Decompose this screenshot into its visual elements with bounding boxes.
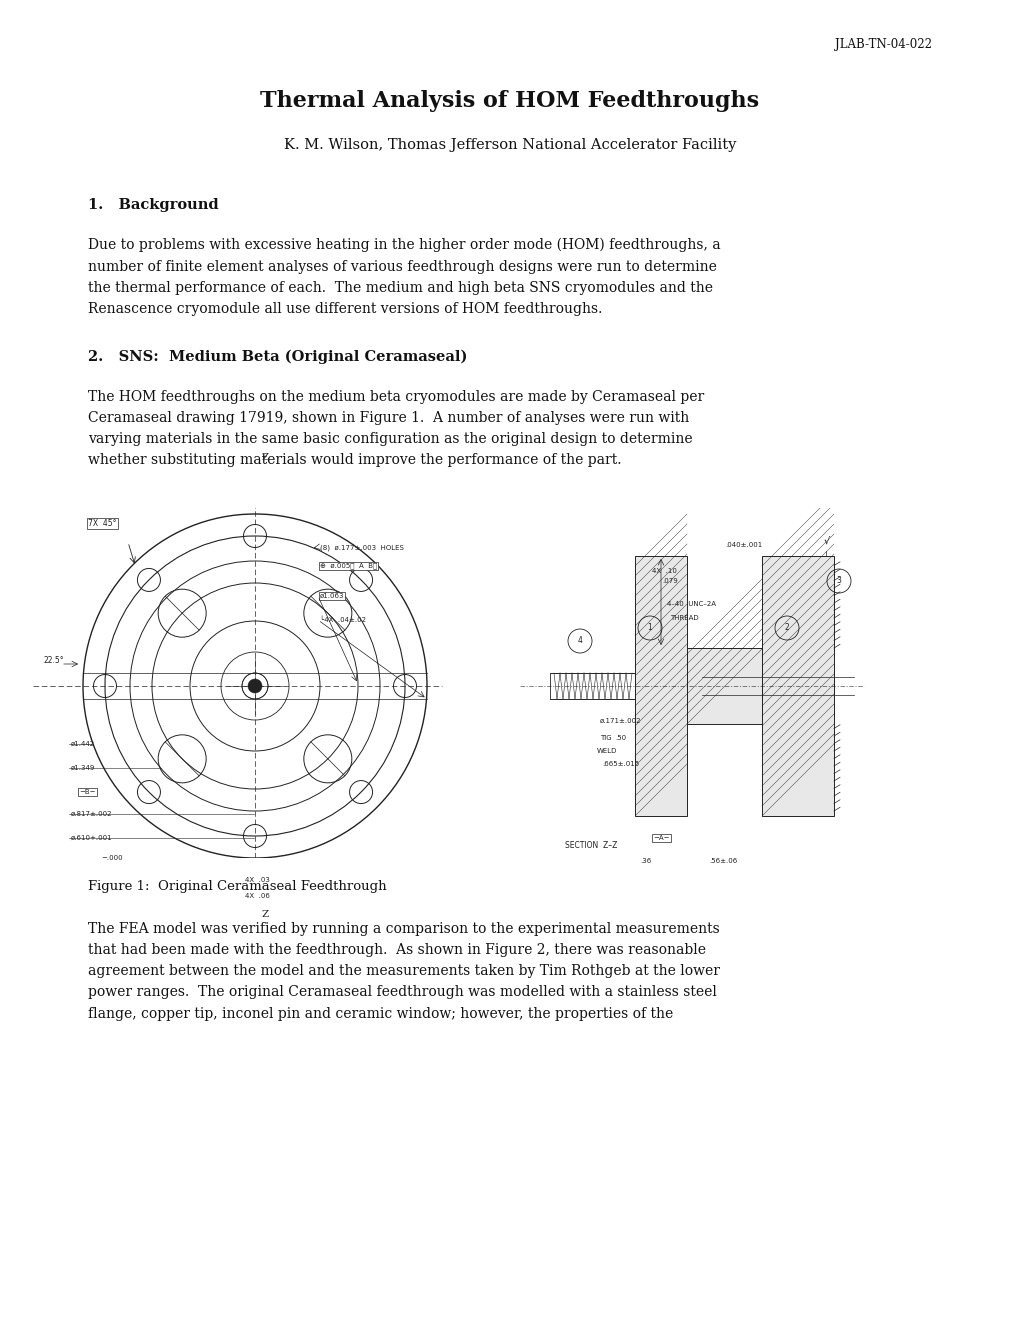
Text: −.000: −.000 bbox=[101, 855, 122, 861]
Text: 4–40  UNC–2A: 4–40 UNC–2A bbox=[666, 601, 715, 607]
Text: SECTION  Z–Z: SECTION Z–Z bbox=[565, 842, 616, 850]
Text: 4: 4 bbox=[577, 636, 582, 645]
Text: .665±.015: .665±.015 bbox=[601, 762, 639, 767]
Text: .040±.001: .040±.001 bbox=[725, 543, 761, 548]
Text: 4X  .03: 4X .03 bbox=[245, 876, 270, 883]
Text: ø1.442: ø1.442 bbox=[71, 741, 95, 747]
Text: 2: 2 bbox=[784, 623, 789, 632]
Text: 3: 3 bbox=[836, 577, 841, 586]
Text: 1.   Background: 1. Background bbox=[88, 198, 218, 213]
Text: .079: .079 bbox=[661, 578, 677, 583]
Text: Z: Z bbox=[262, 909, 269, 919]
Text: √: √ bbox=[823, 536, 829, 546]
Text: Z: Z bbox=[262, 453, 269, 462]
Bar bbox=[635, 556, 687, 816]
Text: Thermal Analysis of HOM Feedthroughs: Thermal Analysis of HOM Feedthroughs bbox=[260, 90, 759, 112]
Text: The HOM feedthroughs on the medium beta cryomodules are made by Ceramaseal per
C: The HOM feedthroughs on the medium beta … bbox=[88, 389, 703, 467]
Bar bbox=[687, 677, 761, 696]
Text: 2.   SNS:  Medium Beta (Original Ceramaseal): 2. SNS: Medium Beta (Original Ceramaseal… bbox=[88, 350, 467, 364]
Bar bbox=[761, 556, 834, 816]
Text: The FEA model was verified by running a comparison to the experimental measureme: The FEA model was verified by running a … bbox=[88, 921, 719, 1020]
Text: −B−: −B− bbox=[78, 789, 96, 795]
Text: −A−: −A− bbox=[652, 836, 668, 841]
Text: 1: 1 bbox=[647, 623, 652, 632]
Text: TIG: TIG bbox=[599, 735, 611, 741]
Text: THREAD: THREAD bbox=[669, 615, 698, 620]
Bar bbox=[687, 648, 761, 723]
Text: 22.5°: 22.5° bbox=[43, 656, 63, 665]
Bar bbox=[549, 673, 635, 700]
Text: ø1.349: ø1.349 bbox=[71, 766, 96, 771]
Text: K. M. Wilson, Thomas Jefferson National Accelerator Facility: K. M. Wilson, Thomas Jefferson National … bbox=[283, 139, 736, 152]
Text: ⊕  ø.005Ⓜ  A  BⓈ: ⊕ ø.005Ⓜ A BⓈ bbox=[320, 562, 377, 569]
Circle shape bbox=[248, 678, 262, 693]
Text: .36: .36 bbox=[639, 858, 650, 865]
Text: JLAB-TN-04-022: JLAB-TN-04-022 bbox=[835, 38, 931, 51]
Text: (8)  ø.177±.003  HOLES: (8) ø.177±.003 HOLES bbox=[320, 545, 404, 552]
Text: ø.817±.002: ø.817±.002 bbox=[71, 810, 112, 817]
Text: 7X  45°: 7X 45° bbox=[88, 519, 116, 528]
Text: WELD: WELD bbox=[596, 748, 616, 754]
Text: ø.610+.001: ø.610+.001 bbox=[71, 836, 112, 841]
Text: └4X  .04±.02: └4X .04±.02 bbox=[320, 616, 366, 623]
Text: .56±.06: .56±.06 bbox=[708, 858, 737, 865]
Text: ø.171±.002: ø.171±.002 bbox=[599, 718, 641, 723]
Text: .50: .50 bbox=[614, 735, 626, 741]
Text: 4X  .06: 4X .06 bbox=[245, 894, 270, 899]
Text: ø1.063: ø1.063 bbox=[320, 593, 344, 599]
Text: Figure 1:  Original Ceramaseal Feedthrough: Figure 1: Original Ceramaseal Feedthroug… bbox=[88, 880, 386, 894]
Text: Due to problems with excessive heating in the higher order mode (HOM) feedthroug: Due to problems with excessive heating i… bbox=[88, 238, 719, 315]
Text: 4X  .10: 4X .10 bbox=[651, 568, 677, 574]
